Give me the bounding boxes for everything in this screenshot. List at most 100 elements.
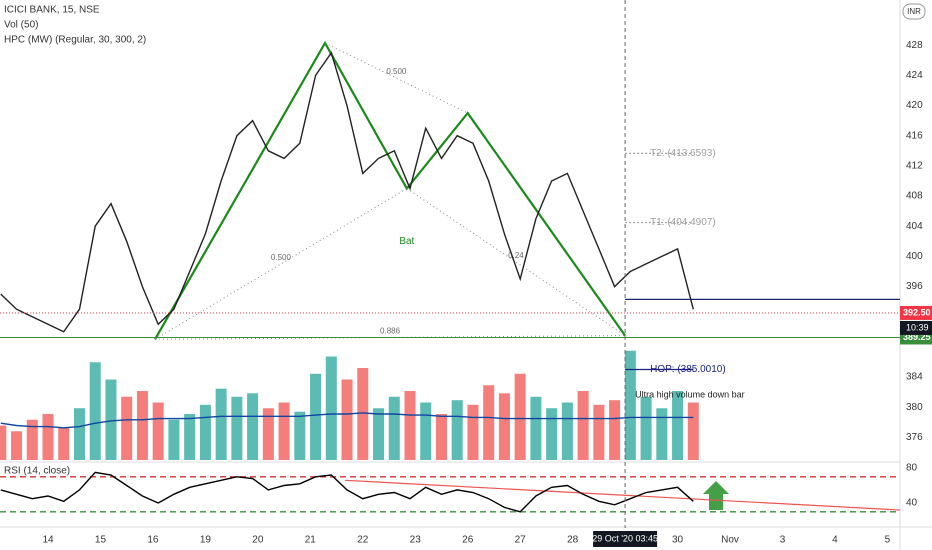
volume-bar [498, 393, 510, 460]
volume-bar [89, 362, 101, 460]
x-tick-label: 14 [42, 535, 54, 546]
volume-bar [546, 408, 558, 460]
volume-bar [184, 414, 196, 460]
x-tick-label: 30 [672, 535, 684, 546]
countdown-box [900, 320, 932, 335]
x-tick-label: 22 [357, 535, 369, 546]
volume-bar [310, 373, 322, 460]
x-tick-label: 26 [462, 535, 474, 546]
volume-bar [247, 393, 259, 460]
volume-bar [58, 427, 70, 460]
x-tick-label: 20 [252, 535, 264, 546]
pattern-label: Bat [399, 236, 414, 247]
volume-bar [231, 396, 243, 460]
volume-bar [640, 396, 652, 460]
volume-bar [404, 391, 416, 460]
x-tick-label: 3 [780, 535, 786, 546]
price-line [0, 51, 694, 333]
volume-bar [388, 396, 400, 460]
volume-bar [530, 396, 542, 460]
x-tick-label: 27 [515, 535, 527, 546]
y-tick-label: 396 [906, 281, 923, 292]
rsi-line [0, 471, 694, 513]
ratio-line [406, 188, 626, 336]
rsi-title: RSI (14, close) [4, 466, 70, 477]
volume-bar [152, 402, 164, 460]
x-tick-label: 28 [567, 535, 579, 546]
x-tick-label: 4 [832, 535, 838, 546]
rsi-trendline [344, 479, 901, 511]
x-tick-label: 21 [305, 535, 317, 546]
volume-bar [357, 368, 369, 460]
ratio-label: 0.500 [386, 67, 407, 76]
y-tick-label: 424 [906, 70, 923, 81]
volume-bar [483, 385, 495, 460]
volume-bar [514, 373, 526, 460]
volume-bar [105, 379, 117, 460]
volume-bar [435, 414, 447, 460]
volume-bar [467, 404, 479, 460]
rsi-tick-label: 40 [906, 498, 918, 509]
currency-badge[interactable] [902, 3, 926, 20]
crosshair-box [593, 531, 658, 547]
volume-bar [687, 402, 699, 460]
volume-bar [42, 414, 54, 460]
volume-bar [656, 408, 668, 460]
x-tick-label: Nov [721, 535, 739, 546]
volume-bar [294, 411, 306, 460]
level-label: HOP: (385.0010) [650, 364, 726, 375]
x-tick-label: 16 [147, 535, 159, 546]
marker-label: 389.25 [903, 332, 931, 342]
volume-bar [26, 419, 38, 460]
volume-bar [451, 400, 463, 460]
y-tick-label: 380 [906, 402, 923, 413]
ratio-label: 0.24 [508, 251, 524, 260]
volume-bar [262, 408, 274, 460]
volume-bar [11, 431, 23, 460]
volume-bar [168, 419, 180, 460]
volume-bar [373, 408, 385, 460]
volume-bar [672, 391, 684, 460]
level-label: T1: (404.4907) [650, 217, 716, 228]
x-tick-label: 23 [410, 535, 422, 546]
ratio-label: 0.500 [271, 253, 292, 262]
volume-bar [577, 391, 589, 460]
x-tick-label: 15 [95, 535, 107, 546]
volume-title: Vol (50) [4, 20, 38, 31]
y-tick-label: 420 [906, 100, 923, 111]
ratio-label: 0.886 [380, 327, 401, 336]
countdown: 10:39 [906, 322, 929, 332]
ratio-line [154, 188, 408, 340]
volume-bar [420, 402, 432, 460]
currency: INR [907, 7, 921, 16]
level-label: T2: (413.6593) [650, 148, 716, 159]
y-tick-label: 416 [906, 130, 923, 141]
volume-bar [593, 404, 605, 460]
volume-bar [624, 350, 636, 460]
volume-bar [325, 356, 337, 460]
y-tick-label: 400 [906, 251, 923, 262]
volume-bar [136, 391, 148, 460]
ratio-line [324, 42, 468, 114]
pattern-line [154, 40, 626, 340]
y-tick-label: 404 [906, 221, 923, 232]
indicator-title: HPC (MW) (Regular, 30, 300, 2) [4, 35, 146, 46]
annotation: Ultra high volume down bar [635, 389, 745, 399]
y-tick-label: 408 [906, 191, 923, 202]
x-tick-label: 5 [885, 535, 891, 546]
volume-bar [0, 425, 7, 460]
symbol-title: ICICI BANK, 15, NSE [4, 5, 100, 16]
marker-label: 392.50 [903, 307, 931, 317]
volume-bar [341, 379, 353, 460]
volume-bar [215, 388, 227, 460]
y-tick-label: 428 [906, 40, 923, 51]
y-tick-label: 412 [906, 161, 923, 172]
volume-bar [121, 396, 133, 460]
volume-bar [73, 408, 85, 460]
rsi-tick-label: 80 [906, 463, 918, 474]
volume-ma [0, 412, 694, 429]
arrow-icon [703, 481, 729, 510]
y-tick-label: 376 [906, 432, 923, 443]
volume-bar [561, 402, 573, 460]
